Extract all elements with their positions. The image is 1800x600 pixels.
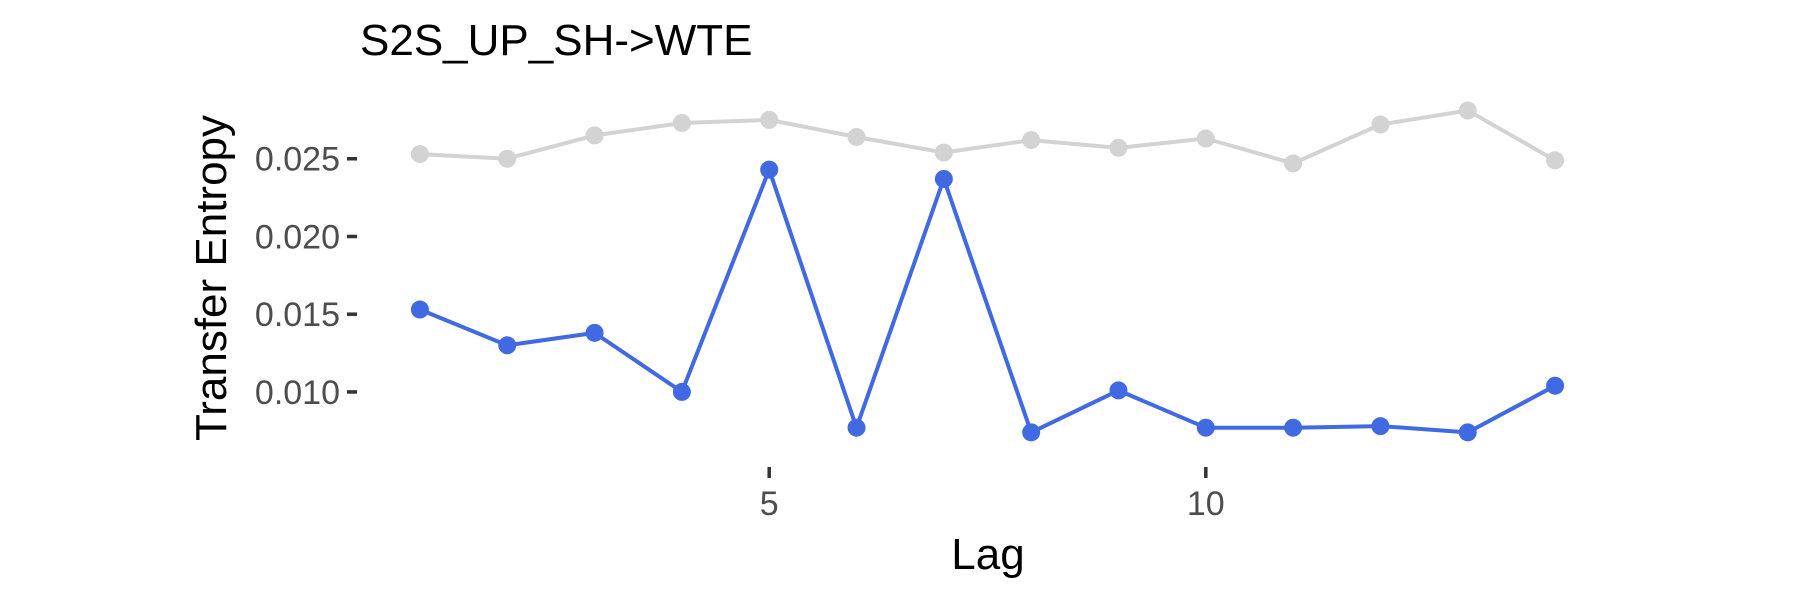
- series-2-point: [1284, 418, 1303, 437]
- y-tick-label: 0.010: [255, 374, 340, 412]
- series-2-point: [672, 382, 691, 401]
- series-1-point: [1458, 101, 1477, 120]
- series-2-point: [585, 323, 604, 342]
- series-1: [410, 101, 1565, 173]
- series-2-point: [1109, 381, 1128, 400]
- series-2-point: [847, 418, 866, 437]
- series-2-point: [498, 336, 517, 355]
- series-2-line: [419, 167, 1557, 435]
- series-1-point: [585, 126, 604, 145]
- series-1-point: [760, 110, 779, 129]
- series-1-point: [1196, 129, 1215, 148]
- y-axis-title: Transfer Entropy: [187, 115, 236, 441]
- series-1-point: [498, 149, 517, 168]
- series-1-line: [419, 108, 1557, 166]
- series-1-point: [1022, 131, 1041, 150]
- y-tick-label: 0.025: [255, 141, 340, 179]
- series-2-point: [1371, 417, 1390, 436]
- series-2-point: [410, 300, 429, 319]
- series-layer: [410, 101, 1565, 442]
- y-tick-label: 0.015: [255, 296, 340, 334]
- series-2-point: [1022, 423, 1041, 442]
- series-1-point: [934, 143, 953, 162]
- series-2-point: [760, 160, 779, 179]
- series-2-point: [1458, 423, 1477, 442]
- series-2-point: [1196, 418, 1215, 437]
- x-tick-label: 5: [760, 485, 779, 523]
- series-1-point: [1109, 138, 1128, 157]
- y-tick-label: 0.020: [255, 218, 340, 256]
- series-1-point: [410, 145, 429, 164]
- series-2-point: [1546, 376, 1565, 395]
- series-2-point: [934, 169, 953, 188]
- series-1-point: [1284, 154, 1303, 173]
- series-1-point: [1546, 151, 1565, 170]
- x-axis: 5 10: [760, 467, 1225, 523]
- series-1-point: [847, 127, 866, 146]
- x-axis-title: Lag: [951, 530, 1024, 579]
- y-axis: 0.010 0.015 0.020 0.025: [255, 141, 357, 412]
- series-1-point: [1371, 115, 1390, 134]
- series-2: [410, 160, 1565, 442]
- x-tick-label: 10: [1187, 485, 1225, 523]
- series-1-point: [672, 113, 691, 132]
- chart-title: S2S_UP_SH->WTE: [360, 16, 752, 65]
